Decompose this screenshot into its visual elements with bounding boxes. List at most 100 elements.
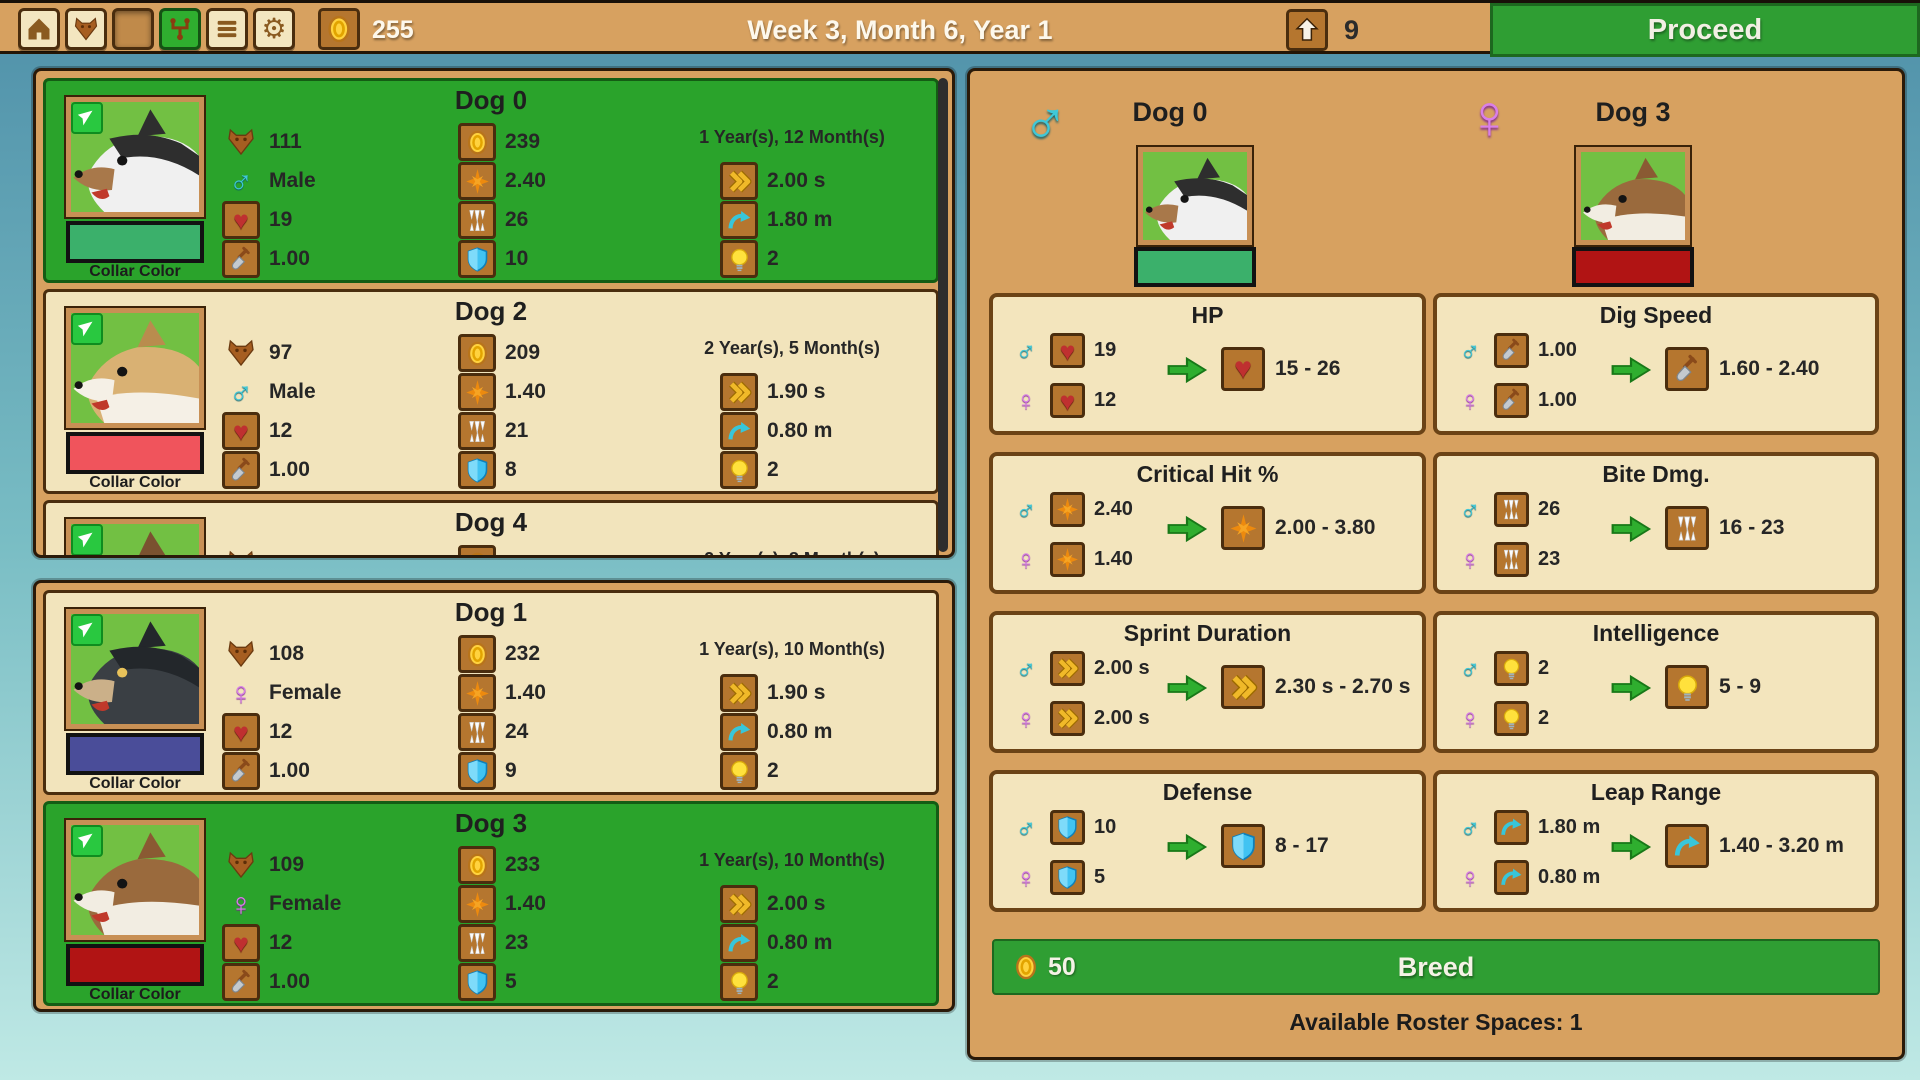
male-icon: ♂ bbox=[1015, 493, 1037, 525]
home-button[interactable] bbox=[18, 8, 60, 50]
shield-icon bbox=[1221, 824, 1265, 868]
stat-title: Dig Speed bbox=[1599, 302, 1713, 328]
breed-label: Breed bbox=[1397, 951, 1475, 982]
female-icon: ♀ bbox=[1015, 702, 1037, 734]
dog-portrait bbox=[64, 306, 206, 430]
defense-row: 5 bbox=[458, 963, 517, 1001]
collar-swatch[interactable] bbox=[66, 944, 204, 986]
stat-box-critical-hit: Critical Hit % ♂ 2.40 ♀ 1.40 2.00 - 3.80 bbox=[989, 452, 1426, 594]
female-stat: ♀ 23 bbox=[1455, 542, 1560, 577]
rating-row: 62 bbox=[222, 545, 292, 555]
dog-card-dog3[interactable]: Collar Color Dog 3 109 ♀ Female ♥ 12 1.00 … bbox=[43, 801, 939, 1006]
teeth-icon bbox=[458, 201, 496, 239]
list-button[interactable] bbox=[206, 8, 248, 50]
bulb-icon bbox=[720, 451, 758, 489]
leap-row: 0.80 m bbox=[720, 412, 832, 450]
gear-icon: ⚙ bbox=[261, 13, 287, 44]
heart-icon: ♥ bbox=[1050, 333, 1085, 368]
roster-scrollbar[interactable] bbox=[938, 78, 948, 552]
male-icon: ♂ bbox=[229, 163, 253, 199]
stat-result: 8 - 17 bbox=[1221, 824, 1329, 868]
breed-female-collar bbox=[1572, 247, 1694, 287]
female-icon: ♀ bbox=[1459, 384, 1481, 416]
dog-age: 2 Year(s), 5 Month(s) bbox=[704, 338, 880, 358]
stat-box-bite-damage: Bite Dmg. ♂ 26 ♀ 23 16 - 23 bbox=[1433, 452, 1879, 594]
heart-icon: ♥ bbox=[1221, 347, 1265, 391]
burst-icon bbox=[458, 162, 496, 200]
upgrade-box[interactable] bbox=[1286, 9, 1328, 51]
shovel-icon bbox=[1494, 333, 1529, 368]
dog-name: Dog 2 bbox=[454, 296, 528, 326]
male-stat: ♂ 10 bbox=[1011, 810, 1116, 845]
male-icon: ♂ bbox=[1459, 811, 1481, 843]
shovel-icon bbox=[222, 240, 260, 278]
breed-cost: 50 bbox=[1012, 953, 1076, 982]
collar-swatch[interactable] bbox=[66, 221, 204, 263]
dogs-button[interactable] bbox=[65, 8, 107, 50]
stat-title: HP bbox=[1191, 302, 1224, 328]
list-icon bbox=[213, 15, 241, 43]
dog-card-dog0[interactable]: Collar Color Dog 0 111 ♂ Male ♥ 19 1.00 23… bbox=[43, 78, 939, 283]
collar-swatch[interactable] bbox=[66, 432, 204, 474]
bite-row: 23 bbox=[458, 924, 528, 962]
crit-row: 1.40 bbox=[458, 885, 546, 923]
stat-title: Defense bbox=[1162, 779, 1253, 805]
leap-arrow-icon bbox=[720, 713, 758, 751]
teeth-icon bbox=[458, 924, 496, 962]
shield-icon bbox=[458, 752, 496, 790]
shovel-icon bbox=[1665, 347, 1709, 391]
burst-icon bbox=[458, 373, 496, 411]
proceed-button[interactable]: Proceed bbox=[1490, 3, 1920, 57]
female-icon: ♀ bbox=[1015, 384, 1037, 416]
collar-label: Collar Color bbox=[89, 263, 181, 280]
male-icon: ♂ bbox=[1459, 334, 1481, 366]
chevrons-icon bbox=[1050, 701, 1085, 736]
shovel-icon bbox=[222, 963, 260, 1001]
leap-row: 1.80 m bbox=[720, 201, 832, 239]
collar-label: Collar Color bbox=[89, 986, 181, 1003]
intelligence-row: 2 bbox=[720, 752, 779, 790]
coin-icon bbox=[458, 545, 496, 555]
stat-box-leap-range: Leap Range ♂ 1.80 m ♀ 0.80 m 1.40 - 3.20 m bbox=[1433, 770, 1879, 912]
heart-icon: ♥ bbox=[222, 924, 260, 962]
burst-icon bbox=[1221, 506, 1265, 550]
rating-row: 109 bbox=[222, 846, 304, 884]
shield-icon bbox=[458, 963, 496, 1001]
stat-result: ♥ 15 - 26 bbox=[1221, 347, 1340, 391]
heart-icon: ♥ bbox=[222, 412, 260, 450]
stat-result: 2.30 s - 2.70 s bbox=[1221, 665, 1410, 709]
dig-row: 1.00 bbox=[222, 240, 310, 278]
sex-row: ♂ Male bbox=[222, 162, 316, 200]
teeth-icon bbox=[1494, 492, 1529, 527]
arrow-right-icon bbox=[1165, 671, 1209, 705]
leap-arrow-icon bbox=[1665, 824, 1709, 868]
chevrons-icon bbox=[720, 162, 758, 200]
empty-slot-button[interactable] bbox=[112, 8, 154, 50]
collar-label: Collar Color bbox=[89, 474, 181, 491]
arrow-right-icon bbox=[1165, 512, 1209, 546]
arrow-right-icon bbox=[1609, 671, 1653, 705]
male-icon: ♂ bbox=[229, 374, 253, 410]
bulb-icon bbox=[720, 240, 758, 278]
cursor-icon bbox=[71, 313, 103, 345]
dog-card-dog1[interactable]: Collar Color Dog 1 108 ♀ Female ♥ 12 1.00 … bbox=[43, 590, 939, 795]
dig-row: 1.00 bbox=[222, 451, 310, 489]
dog-card-dog2[interactable]: Collar Color Dog 2 97 ♂ Male ♥ 12 1.00 209… bbox=[43, 289, 939, 494]
leap-arrow-icon bbox=[1494, 860, 1529, 895]
breed-button[interactable]: 50 Breed bbox=[992, 939, 1880, 995]
coin-count: 255 bbox=[372, 16, 414, 44]
dog-icon bbox=[72, 15, 100, 43]
dog-card-dog4[interactable]: Dog 4 62 146 2 Year(s), 8 Month(s) bbox=[43, 500, 939, 555]
dog-name: Dog 0 bbox=[454, 85, 528, 115]
crit-row: 1.40 bbox=[458, 674, 546, 712]
settings-button[interactable]: ⚙ bbox=[253, 8, 295, 50]
leap-row: 0.80 m bbox=[720, 713, 832, 751]
upgrade-count: 9 bbox=[1344, 15, 1360, 45]
hp-row: ♥ 12 bbox=[222, 412, 292, 450]
breeding-button[interactable] bbox=[159, 8, 201, 50]
female-stat: ♀ 1.40 bbox=[1011, 542, 1133, 577]
dog-face-icon bbox=[222, 337, 260, 369]
stat-title: Intelligence bbox=[1592, 620, 1720, 646]
female-icon: ♀ bbox=[229, 675, 253, 711]
collar-swatch[interactable] bbox=[66, 733, 204, 775]
